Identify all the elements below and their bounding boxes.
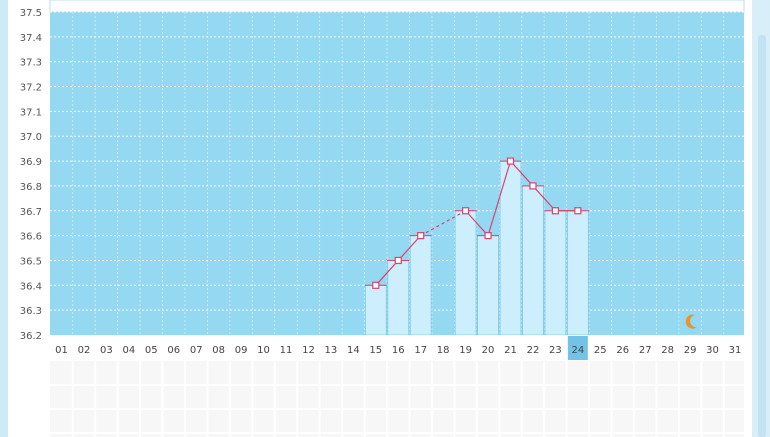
x-tick-label[interactable]: 25: [594, 345, 607, 356]
temperature-point[interactable]: [372, 281, 380, 289]
x-tick-label[interactable]: 20: [482, 345, 495, 356]
x-tick-label[interactable]: 17: [414, 345, 427, 356]
y-tick-label: 36.5: [20, 256, 42, 267]
x-tick-label[interactable]: 11: [280, 345, 293, 356]
x-tick-label[interactable]: 29: [684, 345, 697, 356]
temperature-point[interactable]: [574, 207, 582, 215]
x-tick-label[interactable]: 07: [190, 345, 203, 356]
y-tick-label: 36.6: [20, 232, 42, 243]
temperature-point[interactable]: [417, 232, 425, 240]
y-tick-label: 37.1: [20, 107, 42, 118]
temperature-point[interactable]: [506, 157, 515, 165]
x-tick-label[interactable]: 08: [212, 345, 225, 356]
temperature-bar[interactable]: [477, 235, 499, 336]
temperature-point[interactable]: [394, 256, 402, 265]
temperature-line-segment: [397, 235, 422, 261]
x-axis-row: [50, 335, 744, 360]
x-tick-label[interactable]: 24: [571, 345, 584, 356]
x-tick-label[interactable]: 05: [145, 345, 158, 356]
plot-top-strip: [49, 0, 745, 13]
x-tick-label[interactable]: 22: [527, 345, 540, 356]
y-tick-label: 36.9: [20, 157, 42, 168]
x-tick-label[interactable]: 18: [437, 345, 450, 356]
temperature-bar[interactable]: [364, 284, 387, 336]
y-tick-label: 36.4: [20, 281, 42, 292]
y-tick-label: 37.5: [20, 8, 42, 19]
y-tick-label: 37.0: [20, 132, 42, 143]
x-tick-label[interactable]: 10: [257, 345, 270, 356]
temperature-line-segment: [375, 260, 399, 286]
x-tick-label[interactable]: 06: [167, 345, 180, 356]
lower-grid-table: [50, 361, 744, 437]
temperature-bar[interactable]: [544, 210, 567, 336]
y-tick-label: 36.8: [20, 182, 42, 193]
y-tick-label: 37.3: [20, 58, 42, 69]
x-tick-label[interactable]: 14: [347, 345, 360, 356]
y-tick-label: 36.3: [20, 306, 42, 317]
x-tick-label[interactable]: 09: [235, 345, 248, 356]
x-tick-label[interactable]: 13: [325, 345, 338, 356]
x-tick-label[interactable]: 04: [122, 345, 135, 356]
y-tick-label: 37.4: [20, 33, 42, 44]
highlight-day-marker[interactable]: [567, 336, 588, 360]
x-tick-label[interactable]: 03: [100, 345, 113, 356]
right-scrollbar[interactable]: [758, 35, 766, 437]
temperature-bar[interactable]: [566, 210, 589, 336]
left-border-strip: [0, 0, 8, 437]
temperature-point[interactable]: [551, 207, 560, 215]
temperature-line-segment: [532, 185, 556, 212]
x-tick-label[interactable]: 26: [616, 345, 629, 356]
temperature-line-segment: [465, 210, 489, 237]
temperature-bar[interactable]: [454, 210, 477, 336]
x-tick-label[interactable]: 28: [661, 345, 674, 356]
x-tick-label[interactable]: 27: [639, 345, 652, 356]
x-tick-label[interactable]: 15: [369, 345, 382, 356]
temperature-point[interactable]: [462, 207, 470, 215]
x-tick-label[interactable]: 19: [459, 345, 472, 356]
temperature-bar[interactable]: [522, 185, 544, 336]
temperature-bar[interactable]: [387, 260, 410, 336]
temperature-bar[interactable]: [409, 235, 432, 336]
x-tick-label[interactable]: 30: [706, 345, 719, 356]
x-tick-label[interactable]: 12: [302, 345, 315, 356]
x-tick-label[interactable]: 16: [392, 345, 405, 356]
temperature-line-segment: [510, 160, 534, 187]
moon-icon: [685, 314, 698, 329]
temperature-point[interactable]: [529, 182, 537, 190]
y-tick-label: 36.2: [20, 331, 42, 342]
y-tick-label: 36.7: [20, 207, 42, 218]
temperature-point[interactable]: [484, 232, 492, 240]
x-tick-label[interactable]: 31: [729, 345, 742, 356]
x-tick-label[interactable]: 02: [78, 345, 91, 356]
temperature-line-gap-segment: [420, 210, 466, 237]
x-tick-label[interactable]: 01: [55, 345, 68, 356]
temperature-line-segment: [487, 160, 512, 236]
x-tick-label[interactable]: 21: [504, 345, 517, 356]
x-tick-label[interactable]: 23: [549, 345, 562, 356]
y-tick-label: 37.2: [20, 83, 42, 94]
